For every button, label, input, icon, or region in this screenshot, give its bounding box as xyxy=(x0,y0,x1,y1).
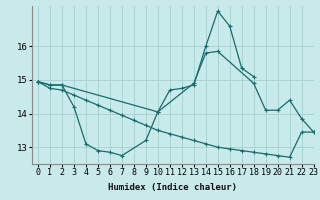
X-axis label: Humidex (Indice chaleur): Humidex (Indice chaleur) xyxy=(108,183,237,192)
